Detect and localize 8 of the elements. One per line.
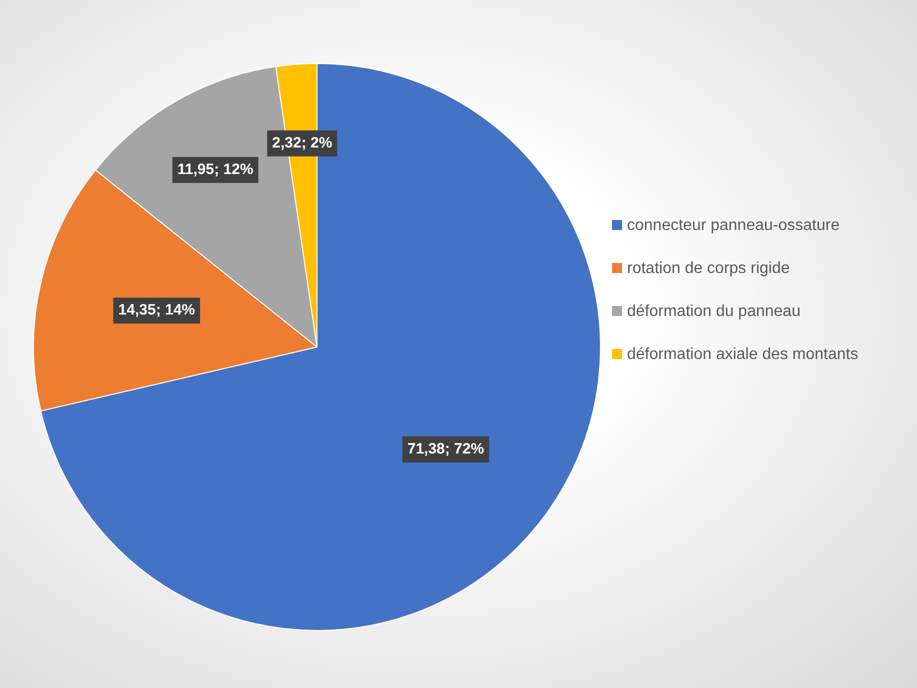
- data-label: 71,38; 72%: [407, 440, 484, 458]
- data-label: 2,32; 2%: [272, 134, 332, 152]
- slice-label: connecteur panneau-ossature: [627, 216, 840, 236]
- data-label: 11,95; 12%: [177, 161, 254, 178]
- legend-label: rotation de corps rigide: [627, 259, 790, 279]
- legend-label: déformation axiale des montants: [627, 345, 858, 365]
- data-label: 14,35; 14%: [118, 302, 196, 319]
- legend-label: déformation du panneau: [627, 302, 800, 322]
